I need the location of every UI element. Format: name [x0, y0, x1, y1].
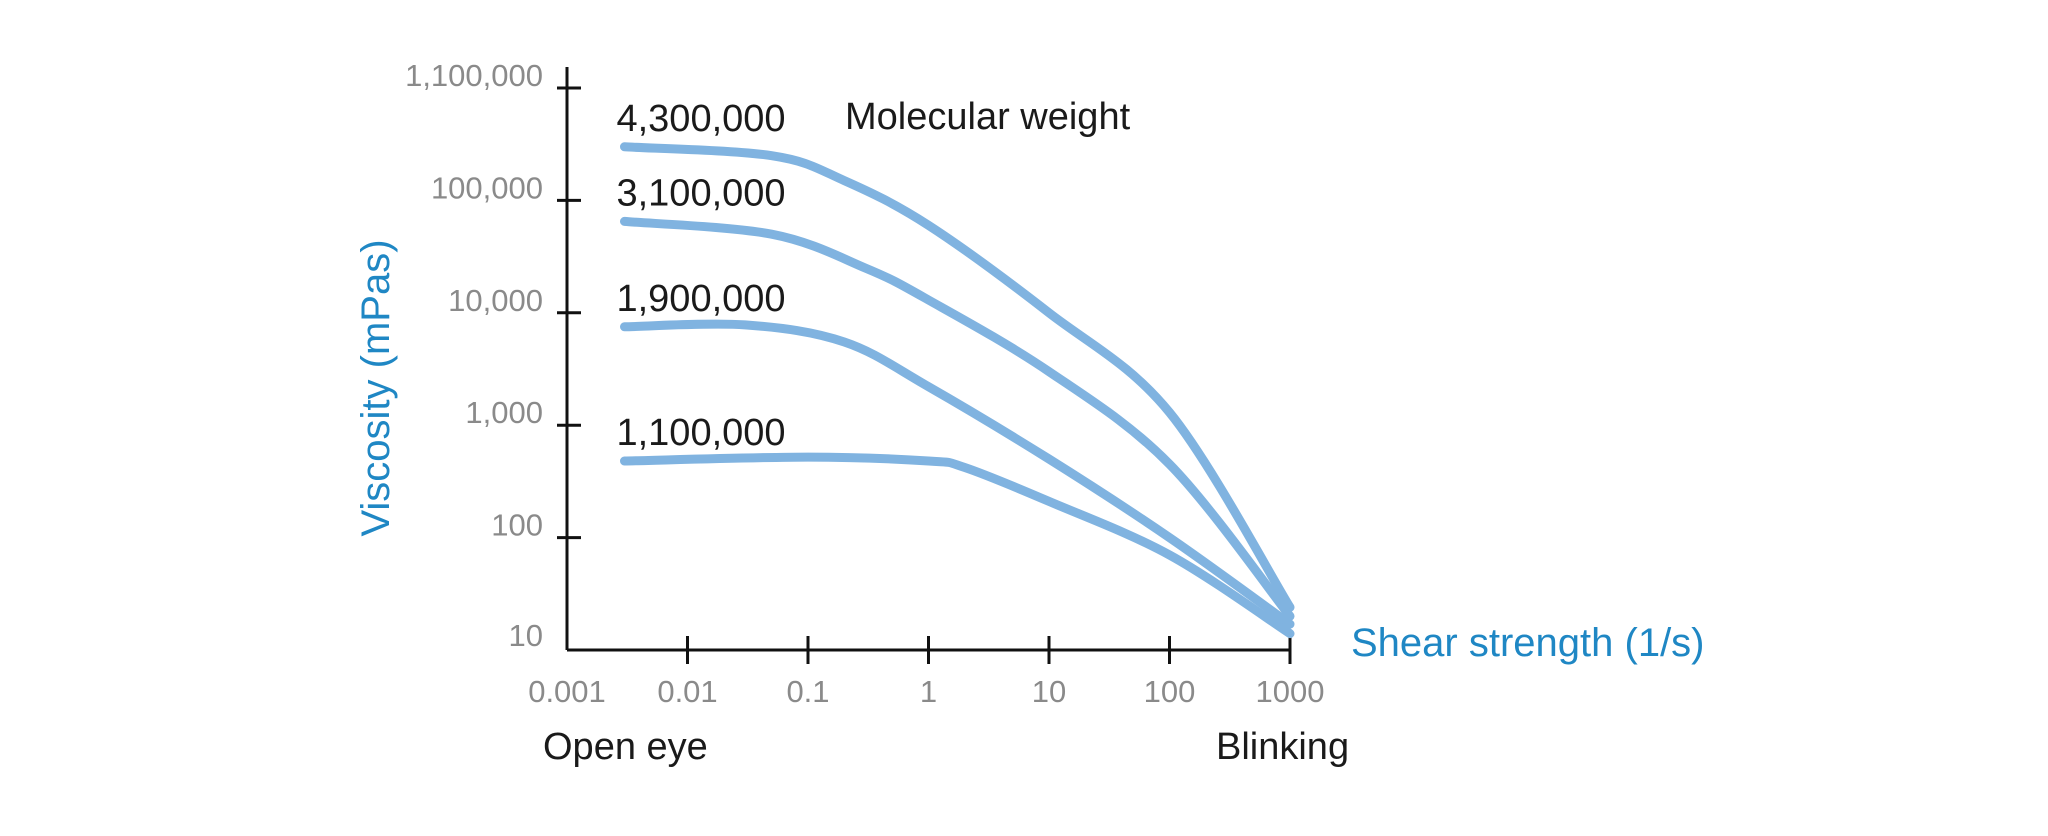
series-label-1100000: 1,100,000 — [616, 412, 785, 454]
series-label-1900000: 1,900,000 — [616, 278, 785, 320]
series-line-1100000 — [620, 452, 1295, 639]
x-tick-label-1: 1 — [920, 674, 937, 709]
x-tick-label-100: 100 — [1144, 674, 1196, 709]
y-axis-title: Viscosity (mPas) — [354, 239, 398, 536]
y-tick-label-100: 100 — [491, 508, 543, 543]
x-tick-label-10: 10 — [1032, 674, 1066, 709]
series-line-3100000 — [620, 216, 1295, 621]
legend-title: Molecular weight — [845, 96, 1131, 138]
series-line-4300000 — [620, 142, 1295, 612]
x-tick-label-0-001: 0.001 — [528, 674, 606, 709]
x-label-blinking: Blinking — [1216, 726, 1349, 768]
x-tick-label-1000: 1000 — [1256, 674, 1325, 709]
y-tick-label-10000: 10,000 — [448, 283, 543, 318]
y-tick-label-1000: 1,000 — [465, 395, 543, 430]
y-tick-label-10: 10 — [509, 618, 543, 653]
ticks: 0.001 0.01 0.1 1 10 100 1000 10 100 1,000 10,000 10… — [405, 58, 1324, 709]
y-tick-label-1100000: 1,100,000 — [405, 58, 543, 93]
series-label-3100000: 3,100,000 — [616, 172, 785, 214]
x-tick-label-0-1: 0.1 — [786, 674, 829, 709]
x-tick-label-0-01: 0.01 — [657, 674, 717, 709]
x-label-open-eye: Open eye — [543, 726, 708, 768]
series-group: 4,300,000 3,100,000 1,900,000 1,100,000 — [616, 98, 1295, 639]
series-line-1900000 — [620, 319, 1295, 629]
y-tick-label-100000: 100,000 — [431, 170, 543, 205]
x-axis-title: Shear strength (1/s) — [1351, 621, 1705, 665]
series-label-4300000: 4,300,000 — [616, 98, 785, 140]
